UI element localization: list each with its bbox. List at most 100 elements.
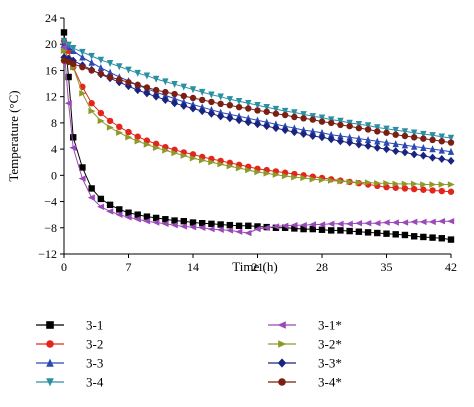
data-point [189,104,197,113]
data-point [355,179,363,186]
data-point [208,91,215,99]
data-point [401,185,409,192]
data-point [226,114,234,123]
data-point [235,228,243,235]
data-point [374,180,382,187]
data-point [125,66,132,74]
legend-label: 3-4* [318,375,342,390]
data-point [143,218,151,225]
data-point [272,171,280,178]
data-point [65,41,72,49]
legend-item: 3-4* [268,375,342,390]
data-point [171,94,178,102]
data-point [69,144,77,151]
data-point [410,233,418,240]
data-point [272,110,280,117]
x-tick-label: 35 [381,260,393,274]
y-ticks: −12 −8 −4 0 4 8 12 16 20 24 [38,11,64,261]
data-point [392,131,399,138]
data-point [447,181,455,188]
data-point [383,125,390,133]
data-point [235,112,243,120]
data-point [355,124,363,132]
data-point [217,108,224,116]
data-point [88,52,95,60]
data-point [401,141,409,149]
legend-label: 3-1* [318,318,342,333]
data-point [254,107,261,114]
data-point [346,227,353,235]
data-point [438,133,445,141]
data-point [420,233,427,241]
data-point [263,170,271,177]
legend-item: 3-3* [268,356,342,371]
data-point [171,149,179,157]
legend-item: 3-2* [268,337,342,352]
data-point [199,103,206,111]
data-point [60,37,68,45]
data-point [327,220,335,228]
data-point [447,236,455,243]
data-point [291,113,298,121]
data-point [198,224,206,231]
series-line [63,47,451,234]
data-point [281,107,289,115]
data-point [318,128,326,136]
data-point [226,101,234,109]
data-point [152,219,160,226]
data-point [78,175,86,182]
data-point [309,116,316,123]
data-point [401,148,409,157]
data-point [226,96,234,104]
data-point [309,127,316,135]
legend-marker [278,378,286,386]
data-point [106,124,114,131]
data-point [79,48,86,56]
data-point [189,100,197,108]
data-point [447,188,455,195]
data-point [124,214,132,221]
data-point [355,121,363,128]
data-point [262,224,270,231]
data-point [254,101,261,109]
data-point [199,88,206,96]
data-point [254,168,262,176]
data-point [272,120,280,128]
data-point [106,117,114,125]
data-point [328,177,336,184]
data-point [401,231,409,239]
data-point [79,164,86,171]
y-tick-label: 0 [51,168,57,182]
data-point [245,166,253,174]
data-point [64,100,72,107]
data-point [355,219,363,227]
data-point [97,203,105,210]
x-tick-label: 28 [316,260,328,274]
legend-marker [277,321,286,329]
data-point [355,140,363,149]
data-point [392,231,399,238]
data-point [106,73,114,81]
data-point [134,133,141,140]
data-point [328,130,335,138]
data-point [420,186,427,193]
data-point [263,118,270,126]
data-point [253,120,262,129]
data-point [272,124,280,133]
data-point [125,79,132,86]
data-point [299,130,308,139]
data-point [438,235,445,242]
data-point [420,144,427,151]
data-point [272,105,280,113]
data-point [106,60,114,68]
data-point [318,118,326,125]
data-point [235,98,243,106]
data-point [180,218,187,225]
legend-marker [46,340,54,348]
data-point [88,58,95,66]
y-tick-label: −12 [38,247,57,261]
data-point [235,222,243,230]
data-point [318,221,326,228]
x-tick-label: 21 [252,260,264,274]
series-3-4 [60,37,455,142]
